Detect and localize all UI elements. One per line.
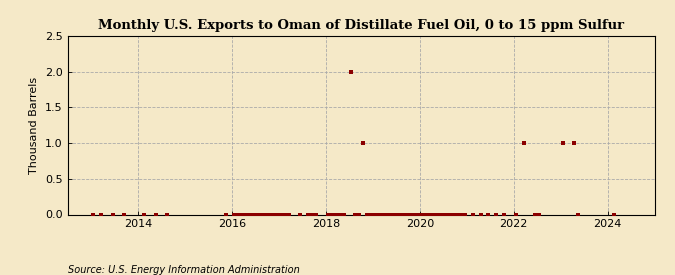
Point (534, 212, 545, 217)
Point (162, 212, 173, 217)
Point (338, 212, 349, 217)
Text: Source: U.S. Energy Information Administration: Source: U.S. Energy Information Administ… (68, 265, 299, 274)
Point (295, 212, 306, 217)
Point (467, 212, 478, 217)
Point (248, 212, 259, 217)
Point (310, 212, 321, 217)
Point (421, 212, 431, 217)
Point (393, 212, 404, 217)
Point (88, 212, 99, 217)
Point (483, 212, 494, 217)
Point (151, 212, 161, 217)
Point (569, 141, 580, 145)
Point (432, 212, 443, 217)
Y-axis label: Thousand Barrels: Thousand Barrels (29, 76, 39, 174)
Point (323, 212, 333, 217)
Point (428, 212, 439, 217)
Point (284, 212, 294, 217)
Point (107, 212, 118, 217)
Point (279, 212, 290, 217)
Point (381, 212, 392, 217)
Point (252, 212, 263, 217)
Point (271, 212, 282, 217)
Point (358, 141, 369, 145)
Point (397, 212, 408, 217)
Point (256, 212, 267, 217)
Point (608, 212, 619, 217)
Point (518, 141, 529, 145)
Point (377, 212, 388, 217)
Point (491, 212, 502, 217)
Point (366, 212, 377, 217)
Point (303, 212, 314, 217)
Point (389, 212, 400, 217)
Point (334, 212, 345, 217)
Point (401, 212, 412, 217)
Point (330, 212, 341, 217)
Point (244, 212, 255, 217)
Title: Monthly U.S. Exports to Oman of Distillate Fuel Oil, 0 to 15 ppm Sulfur: Monthly U.S. Exports to Oman of Distilla… (98, 19, 624, 32)
Point (452, 212, 462, 217)
Point (408, 212, 419, 217)
Point (369, 212, 380, 217)
Point (440, 212, 451, 217)
Point (346, 69, 357, 74)
Point (362, 212, 373, 217)
Point (327, 212, 338, 217)
Point (95, 212, 106, 217)
Point (460, 212, 470, 217)
Point (354, 212, 364, 217)
Point (229, 212, 240, 217)
Point (236, 212, 247, 217)
Point (436, 212, 447, 217)
Point (558, 141, 568, 145)
Point (412, 212, 423, 217)
Point (385, 212, 396, 217)
Point (405, 212, 416, 217)
Point (268, 212, 279, 217)
Point (306, 212, 317, 217)
Point (448, 212, 458, 217)
Point (373, 212, 384, 217)
Point (275, 212, 286, 217)
Point (350, 212, 360, 217)
Point (232, 212, 243, 217)
Point (444, 212, 455, 217)
Point (416, 212, 427, 217)
Point (573, 212, 584, 217)
Point (264, 212, 275, 217)
Point (138, 212, 149, 217)
Point (499, 212, 510, 217)
Point (530, 212, 541, 217)
Point (425, 212, 435, 217)
Point (221, 212, 232, 217)
Point (240, 212, 251, 217)
Point (456, 212, 466, 217)
Point (260, 212, 271, 217)
Point (475, 212, 486, 217)
Point (510, 212, 521, 217)
Point (119, 212, 130, 217)
